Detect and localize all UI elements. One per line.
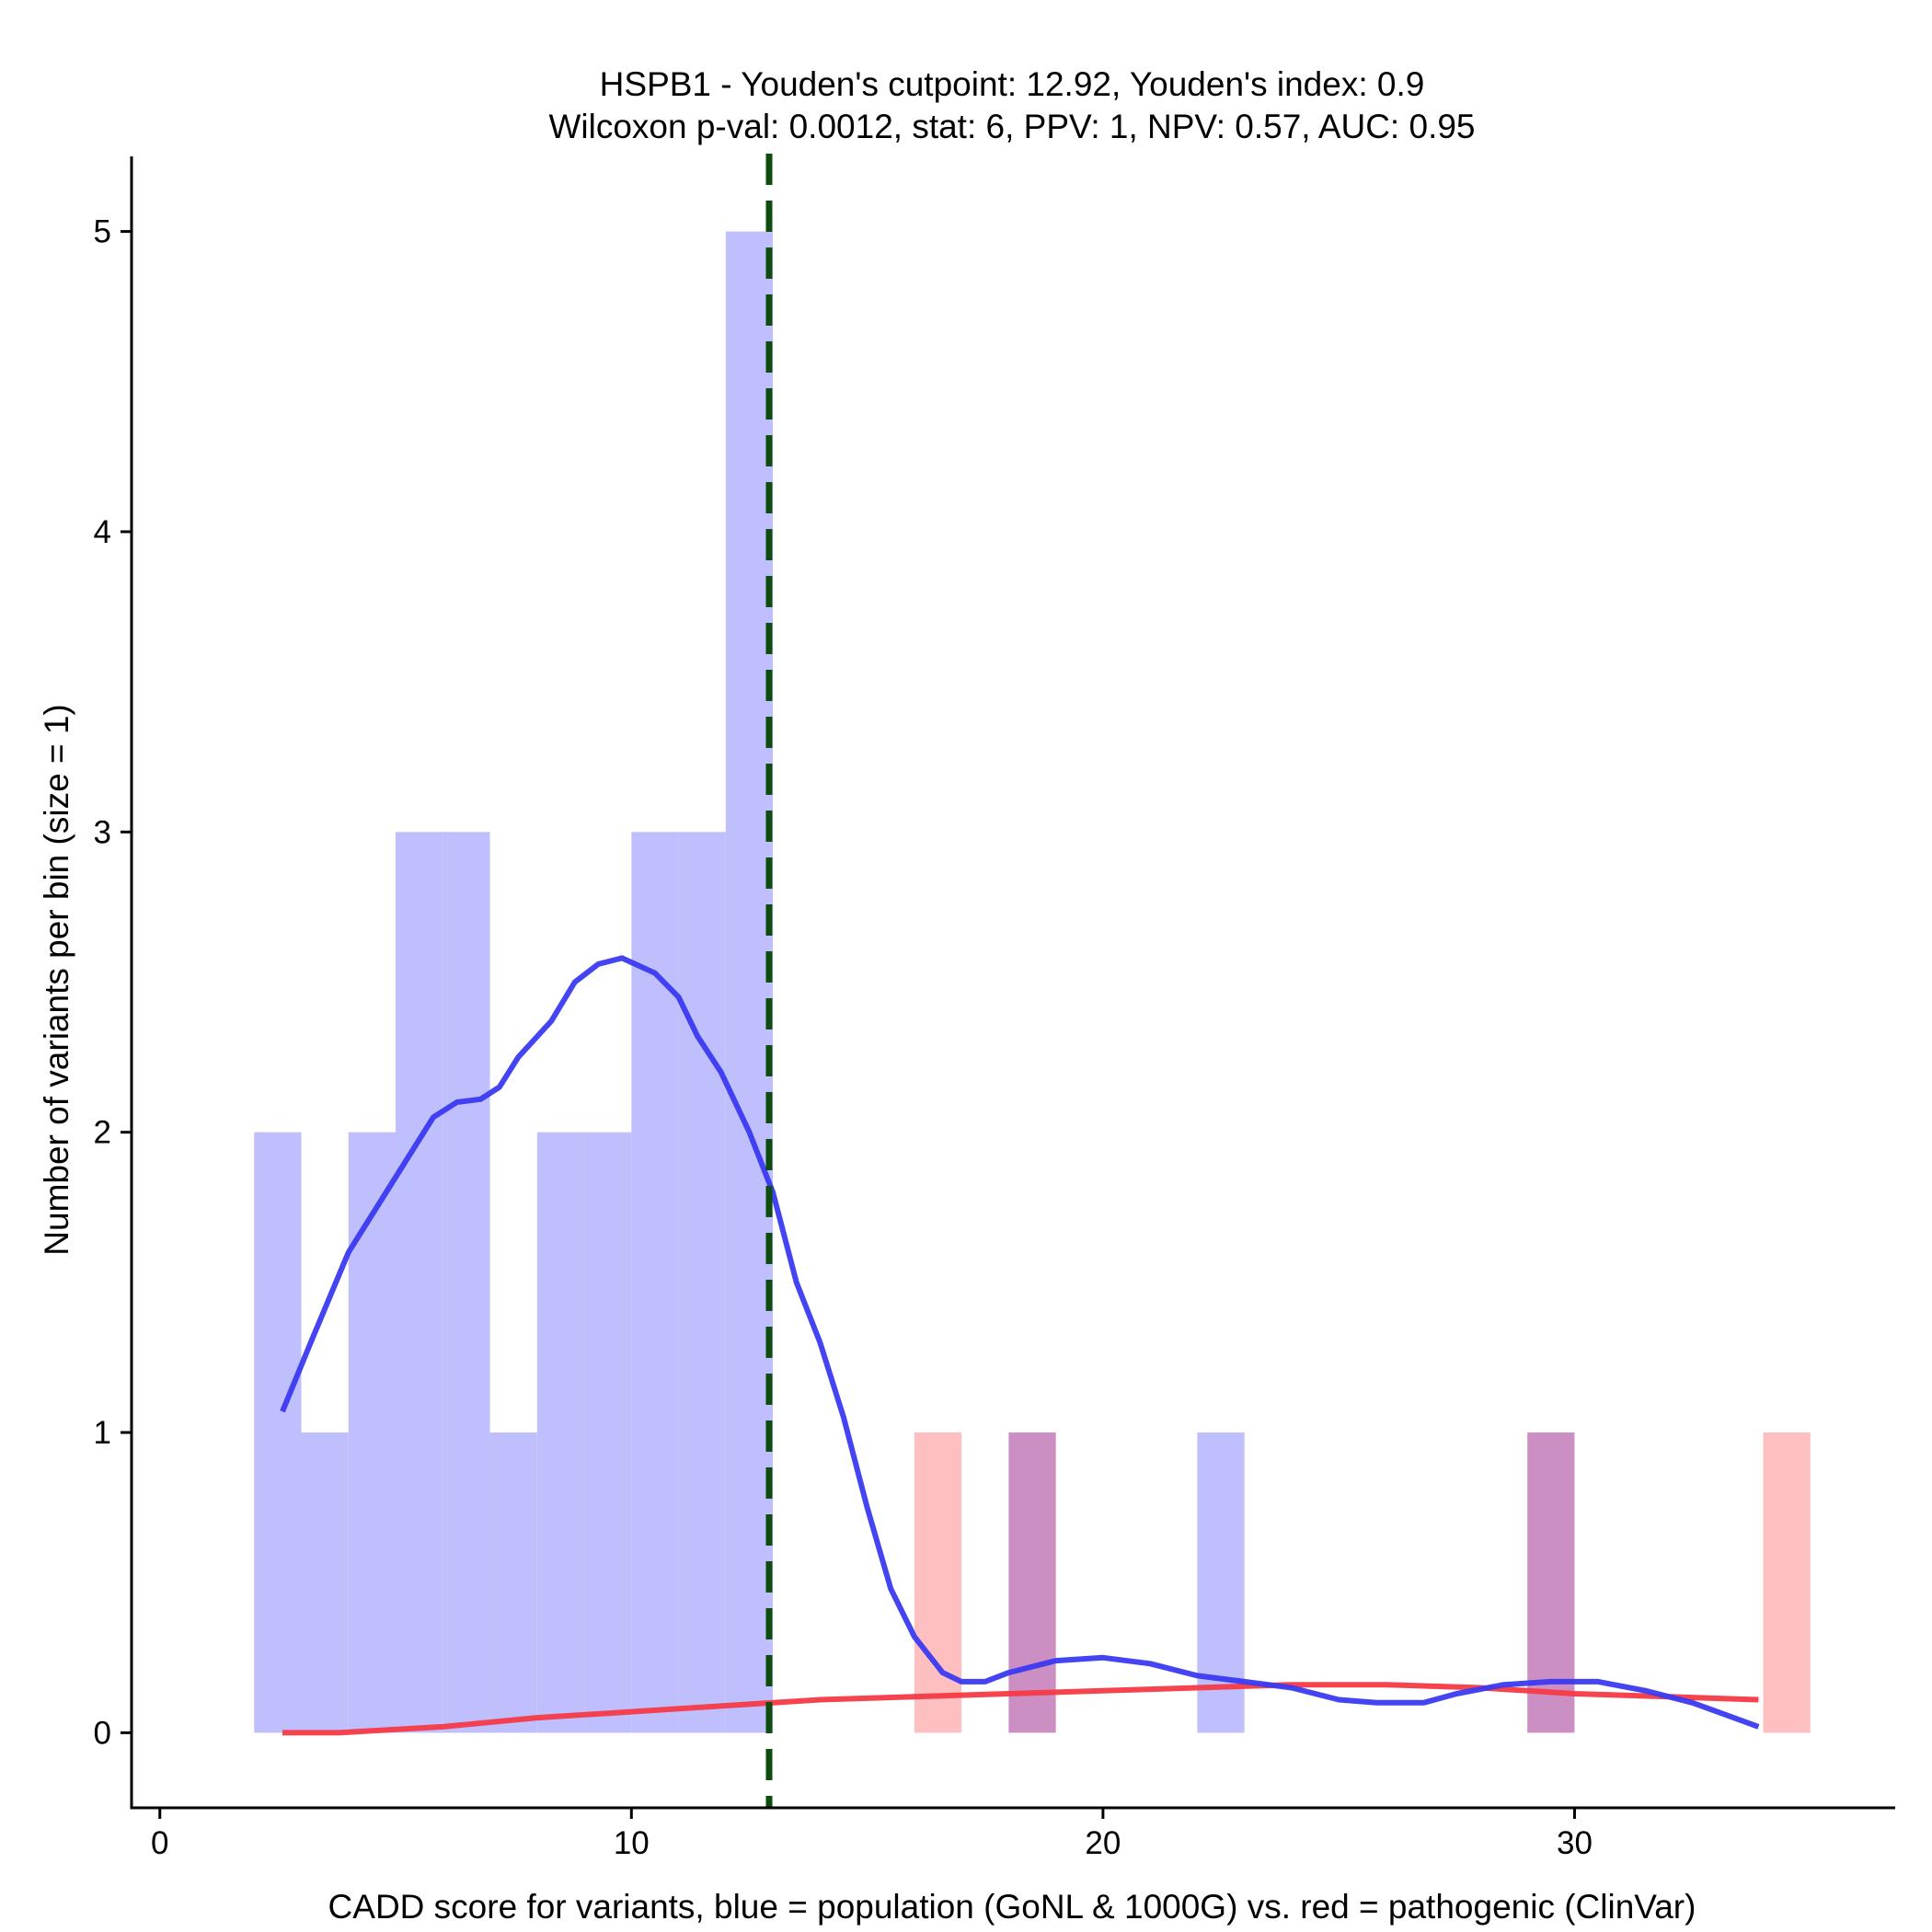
x-tick-label: 10	[614, 1825, 650, 1861]
bar-population	[725, 231, 774, 1733]
y-tick-label: 3	[94, 814, 111, 850]
bar-overlap	[1008, 1432, 1056, 1733]
y-axis-label: Number of variants per bin (size = 1)	[38, 704, 75, 1255]
density-line-pathogenic	[282, 1682, 1759, 1736]
bar-population	[254, 1132, 302, 1733]
bar-population	[396, 832, 443, 1733]
density-lines	[280, 955, 1760, 1736]
bar-population	[584, 1132, 632, 1733]
bar-pathogenic	[914, 1432, 962, 1733]
y-tick-label: 2	[94, 1115, 111, 1151]
chart-title-line-2: Wilcoxon p-val: 0.0012, stat: 6, PPV: 1,…	[548, 108, 1475, 145]
bar-population	[443, 832, 490, 1733]
x-axis-label: CADD score for variants, blue = populati…	[328, 1888, 1696, 1926]
x-tick-label: 20	[1085, 1825, 1121, 1861]
histogram-bars	[254, 231, 1811, 1733]
x-tick-label: 30	[1557, 1825, 1593, 1861]
bar-population	[301, 1432, 349, 1733]
bar-population	[678, 832, 726, 1733]
bar-population	[631, 832, 679, 1733]
bar-population	[489, 1432, 537, 1733]
y-tick-label: 5	[94, 214, 111, 250]
y-tick-label: 0	[94, 1715, 111, 1751]
chart-title-line-1: HSPB1 - Youden's cutpoint: 12.92, Youden…	[600, 65, 1425, 103]
y-tick-label: 4	[94, 514, 111, 550]
bar-population	[536, 1132, 585, 1733]
bar-population	[348, 1132, 397, 1733]
axes: 0 10 20 30 0 1 2 3 4 5	[94, 156, 1895, 1861]
y-tick-label: 1	[94, 1415, 111, 1451]
x-tick-label: 0	[151, 1825, 168, 1861]
bar-overlap	[1527, 1432, 1575, 1733]
density-line-population	[280, 955, 1760, 1730]
bar-pathogenic	[1763, 1432, 1811, 1733]
